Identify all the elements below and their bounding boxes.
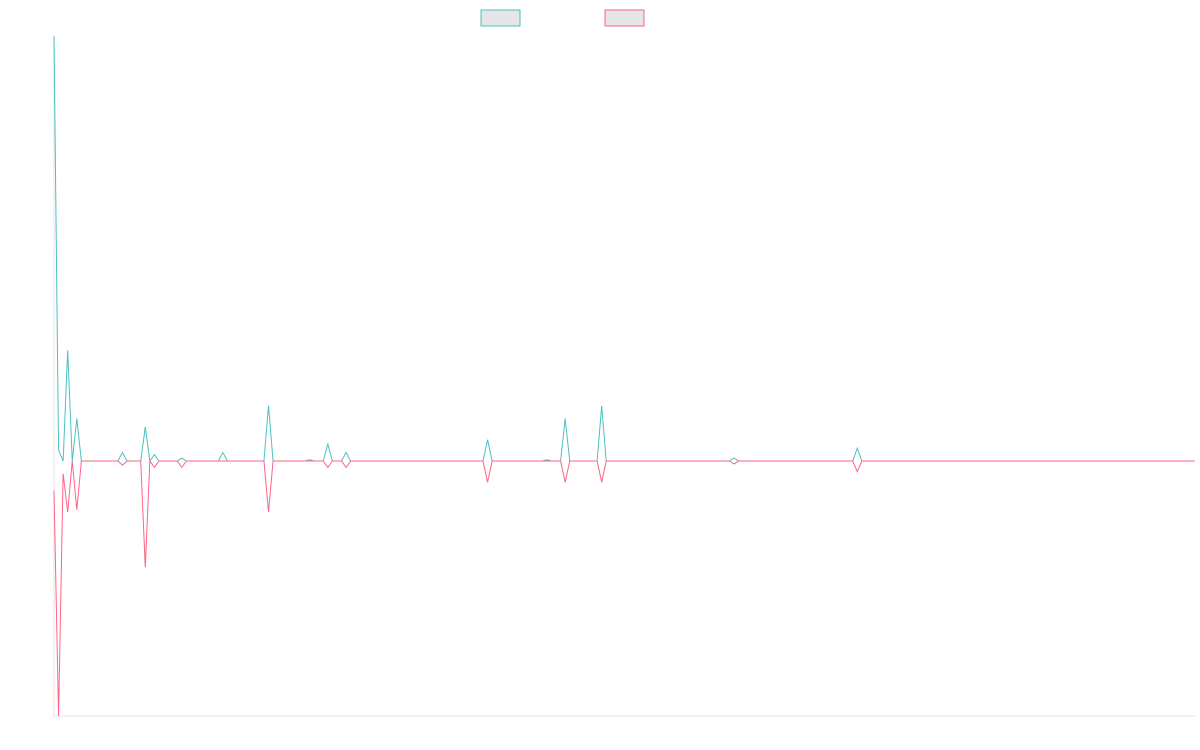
legend-swatch[interactable]	[480, 9, 521, 27]
series-line	[53, 35, 1195, 463]
series-line	[53, 459, 1195, 717]
legend-swatch[interactable]	[604, 9, 645, 27]
